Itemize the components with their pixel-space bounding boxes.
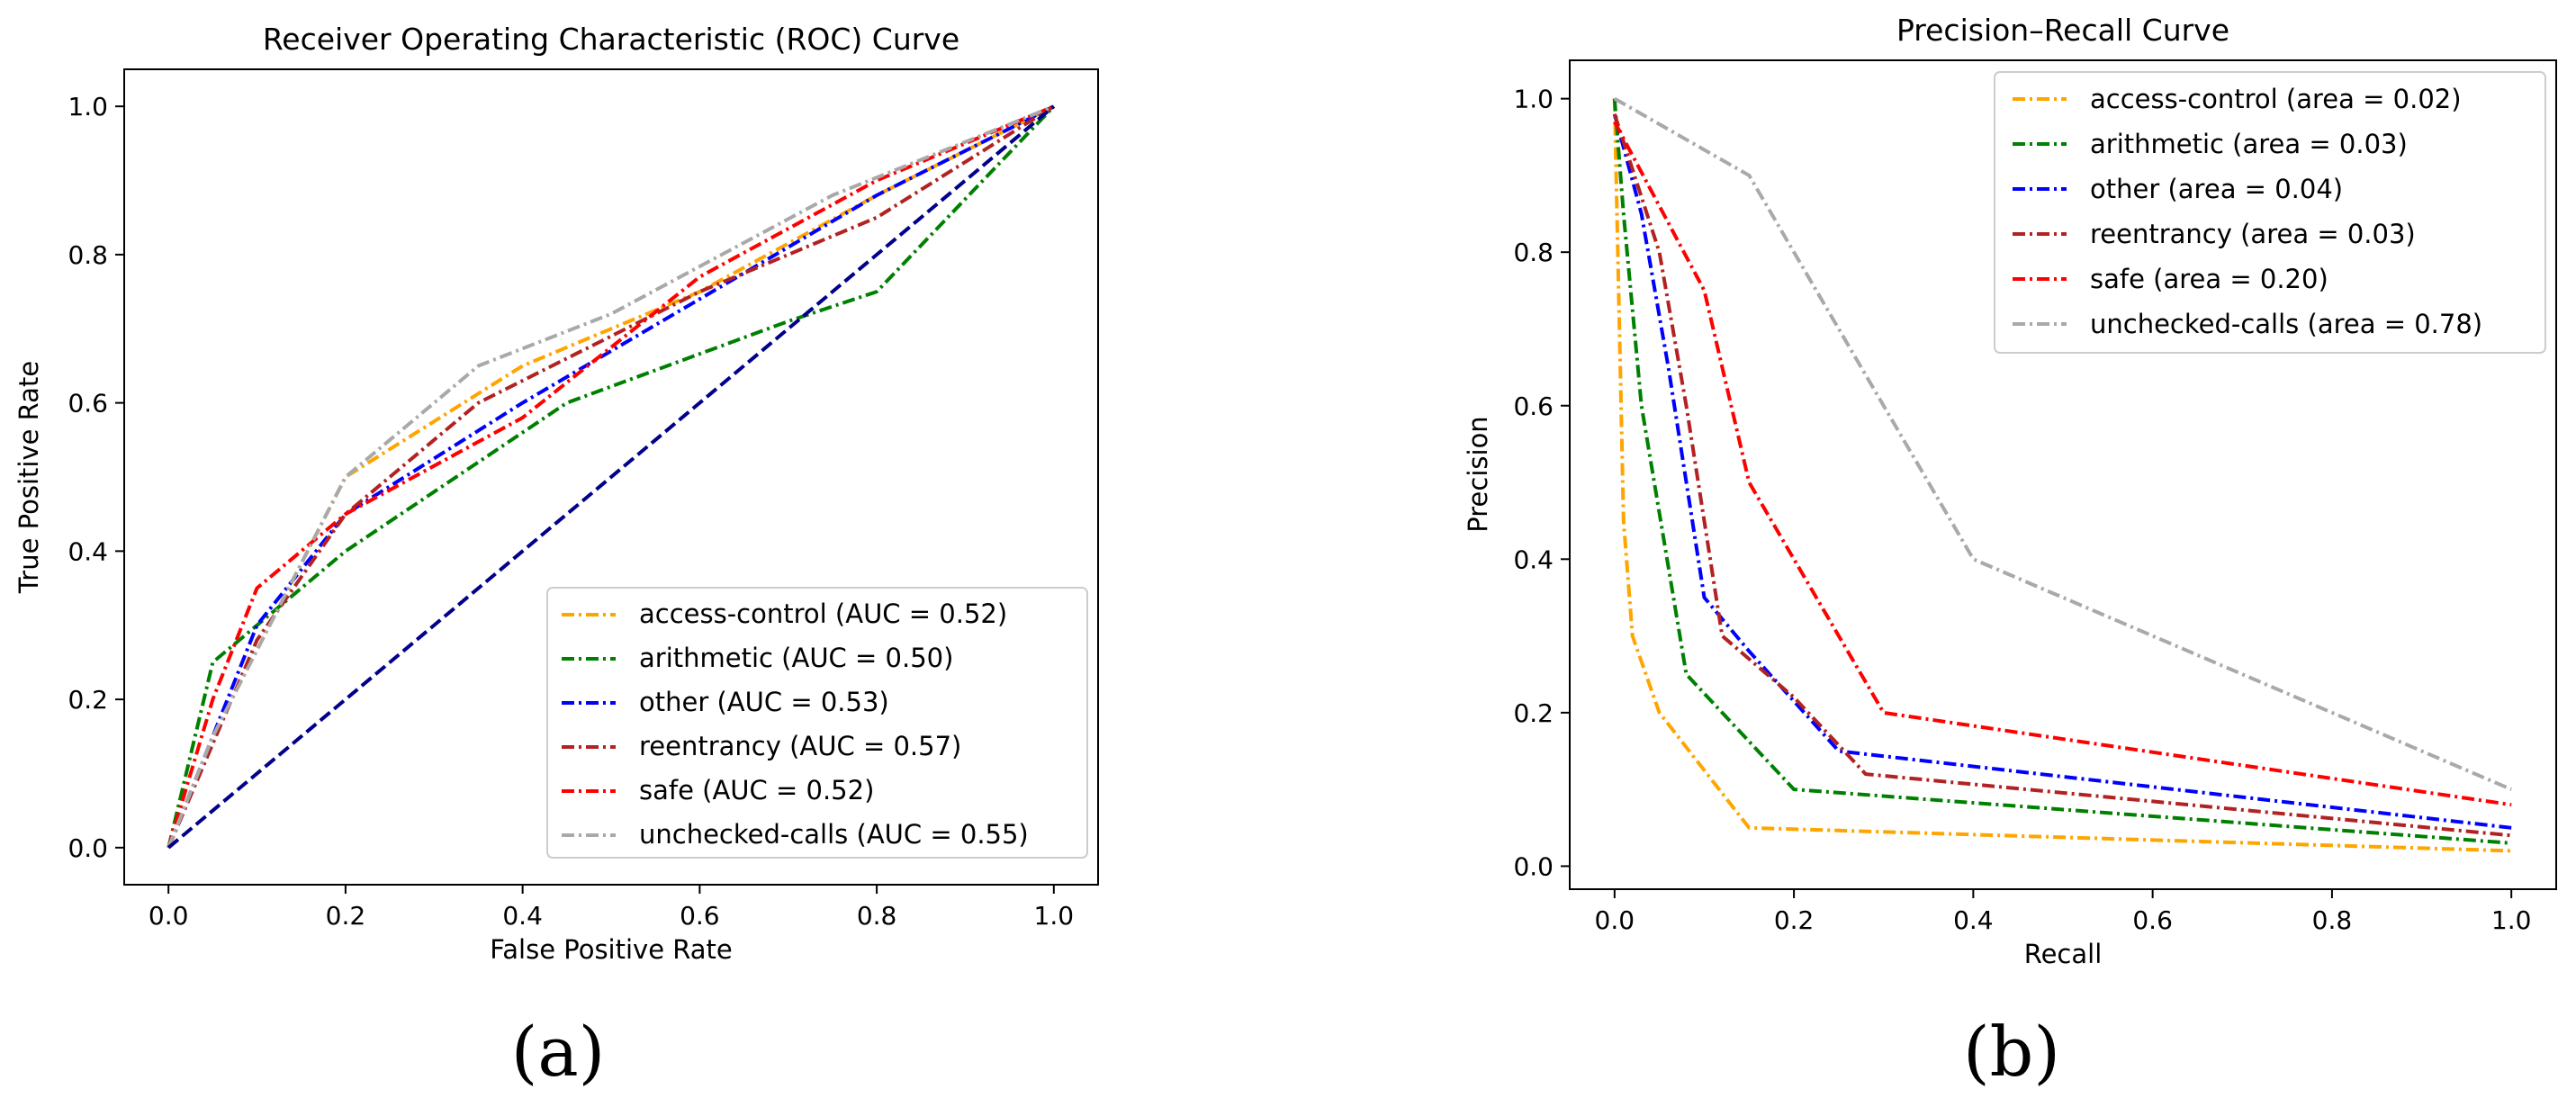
pr-series-line-5 bbox=[1613, 96, 2512, 791]
pr-caption: (b) bbox=[1963, 1012, 2060, 1092]
roc-legend: access-control (AUC = 0.52) arithmetic (… bbox=[546, 587, 1088, 859]
roc-legend-label-unchecked-calls: unchecked-calls (AUC = 0.55) bbox=[639, 819, 1029, 850]
roc-xtick-label: 0.4 bbox=[502, 901, 543, 931]
roc-xtick-label: 0.8 bbox=[857, 901, 897, 931]
pr-panel: Precision–Recall Curve 0.0 0.2 0.4 0.6 0.8 1.… bbox=[1463, 13, 2557, 1092]
roc-legend-box bbox=[546, 587, 1088, 859]
pr-series-line-4 bbox=[1613, 121, 2512, 807]
pr-legend-label-unchecked-calls: unchecked-calls (area = 0.78) bbox=[2090, 309, 2482, 339]
roc-ytick-label: 1.0 bbox=[68, 92, 108, 122]
pr-series-line-0 bbox=[1612, 98, 2512, 853]
pr-ytick-label: 1.0 bbox=[1513, 85, 1554, 114]
pr-ytick-label: 0.8 bbox=[1513, 238, 1554, 267]
roc-series-line-3 bbox=[167, 104, 1055, 849]
pr-ylabel: Precision bbox=[1463, 416, 1493, 532]
pr-ytick-label: 0.2 bbox=[1513, 698, 1554, 728]
roc-xtick-label: 0.2 bbox=[326, 901, 366, 931]
roc-xtick-label: 1.0 bbox=[1034, 901, 1075, 931]
pr-legend-label-access-control: access-control (area = 0.02) bbox=[2090, 84, 2462, 114]
roc-series-lines bbox=[167, 104, 1056, 850]
pr-axes-frame bbox=[1569, 59, 2557, 890]
pr-series-line-1 bbox=[1612, 98, 2512, 845]
pr-xtick-label: 0.6 bbox=[2132, 905, 2173, 935]
roc-series-line-2 bbox=[167, 104, 1055, 849]
pr-legend-label-arithmetic: arithmetic (area = 0.03) bbox=[2090, 129, 2408, 159]
roc-title: Receiver Operating Characteristic (ROC) … bbox=[263, 22, 959, 57]
pr-legend-box bbox=[1994, 71, 2546, 354]
pr-series-line-2 bbox=[1612, 113, 2512, 830]
pr-ytick-label: 0.4 bbox=[1513, 544, 1554, 574]
roc-ytick-label: 0.6 bbox=[68, 389, 108, 418]
roc-legend-label-access-control: access-control (AUC = 0.52) bbox=[639, 598, 1007, 629]
roc-xtick-label: 0.6 bbox=[680, 901, 720, 931]
roc-ylabel: True Positive Rate bbox=[14, 361, 44, 594]
roc-series-line-4 bbox=[167, 104, 1055, 849]
roc-ytick-label: 0.2 bbox=[68, 685, 108, 715]
roc-xlabel: False Positive Rate bbox=[490, 934, 733, 965]
roc-ytick-label: 0.8 bbox=[68, 240, 108, 270]
pr-xlabel: Recall bbox=[2024, 939, 2103, 969]
pr-ytick-label: 0.6 bbox=[1513, 392, 1554, 421]
pr-series-lines bbox=[1612, 96, 2512, 853]
pr-xtick-label: 0.2 bbox=[1774, 905, 1815, 935]
roc-ticks: 0.0 0.2 0.4 0.6 0.8 1.0 0.0 0.2 0.4 0.6 0.8 1.0 bbox=[68, 92, 1074, 931]
roc-axes-frame bbox=[123, 68, 1099, 886]
pr-xtick-label: 0.8 bbox=[2312, 905, 2353, 935]
roc-legend-label-reentrancy: reentrancy (AUC = 0.57) bbox=[639, 731, 961, 761]
pr-legend: access-control (area = 0.02) arithmetic … bbox=[1994, 71, 2546, 354]
roc-panel: Receiver Operating Characteristic (ROC) … bbox=[14, 22, 1099, 1092]
roc-series-line-5 bbox=[167, 104, 1055, 849]
pr-legend-label-reentrancy: reentrancy (area = 0.03) bbox=[2090, 219, 2416, 249]
roc-caption: (a) bbox=[511, 1012, 606, 1092]
roc-series-line-1 bbox=[167, 104, 1056, 849]
pr-series-line-3 bbox=[1612, 113, 2512, 838]
roc-legend-label-safe: safe (AUC = 0.52) bbox=[639, 775, 874, 806]
pr-xtick-label: 0.0 bbox=[1595, 905, 1635, 935]
pr-xtick-label: 1.0 bbox=[2491, 905, 2532, 935]
pr-legend-label-safe: safe (area = 0.20) bbox=[2090, 264, 2328, 294]
roc-ytick-label: 0.4 bbox=[68, 536, 108, 566]
roc-xtick-label: 0.0 bbox=[149, 901, 189, 931]
pr-legend-label-other: other (area = 0.04) bbox=[2090, 174, 2343, 204]
pr-ytick-label: 0.0 bbox=[1513, 851, 1554, 881]
pr-xtick-label: 0.4 bbox=[1953, 905, 1994, 935]
roc-ytick-label: 0.0 bbox=[68, 833, 108, 863]
pr-ticks: 0.0 0.2 0.4 0.6 0.8 1.0 0.0 0.2 0.4 0.6 0.8 1.0 bbox=[1513, 85, 2531, 935]
roc-legend-label-other: other (AUC = 0.53) bbox=[639, 687, 889, 717]
roc-legend-label-arithmetic: arithmetic (AUC = 0.50) bbox=[639, 643, 953, 673]
roc-chance-diagonal bbox=[167, 104, 1056, 850]
pr-title: Precision–Recall Curve bbox=[1896, 13, 2229, 48]
